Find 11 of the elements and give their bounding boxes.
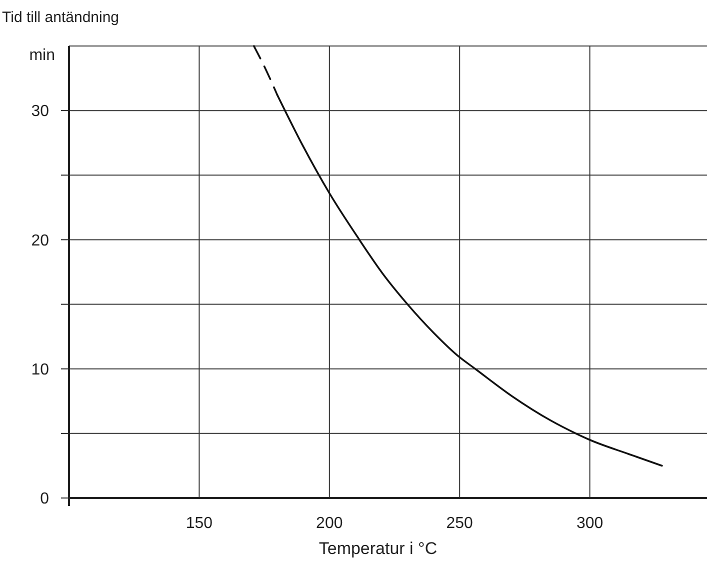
- x-tick-label: 250: [446, 515, 474, 532]
- x-tick-label: 300: [576, 515, 604, 532]
- y-axis-title: min: [29, 47, 55, 64]
- x-tick-label: 200: [316, 515, 343, 532]
- y-tick-label: 30: [31, 103, 50, 120]
- y-tick-label: 20: [31, 232, 50, 250]
- x-tick-label: 150: [186, 515, 213, 532]
- x-axis-title: Temperatur i °C: [318, 539, 438, 558]
- y-tick-label: 0: [40, 490, 50, 508]
- chart-title: Tid till antändning: [2, 9, 120, 26]
- y-tick-label: 10: [31, 361, 50, 378]
